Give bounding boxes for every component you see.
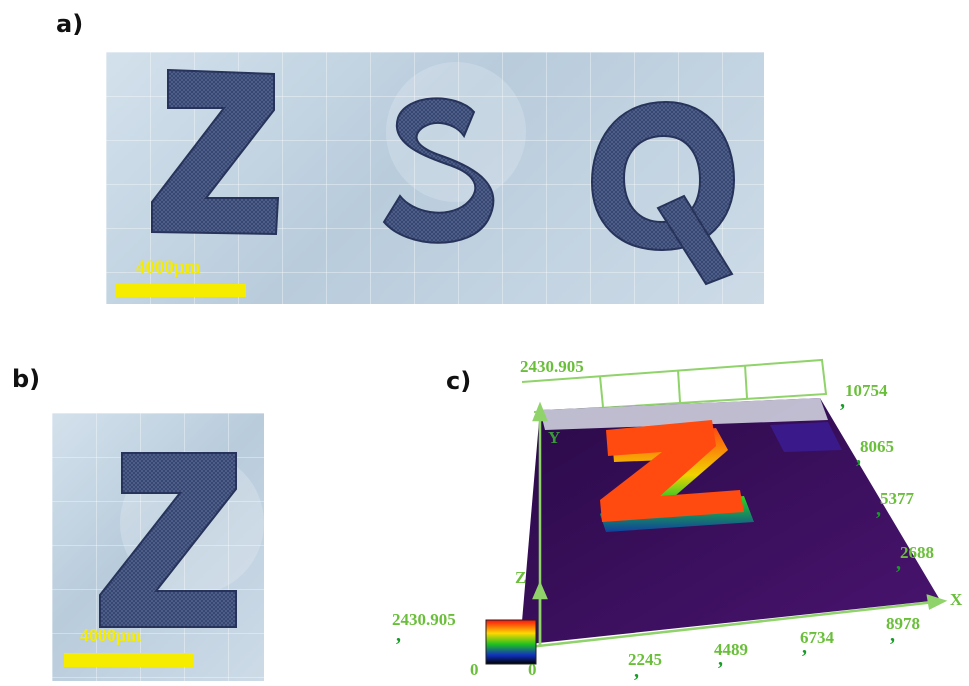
tick-mark: ,	[856, 446, 861, 468]
panel-a-photo: 4000μm	[106, 52, 764, 304]
tick-mark: ,	[876, 498, 881, 520]
y-tick-4: 2688	[900, 543, 934, 562]
panel-a-label: a)	[56, 10, 84, 38]
x-tick-4: 8978	[886, 614, 920, 633]
axes	[519, 401, 948, 650]
x-tick-1: 2245	[628, 650, 662, 669]
letter-z-b	[99, 452, 237, 628]
letter-s	[382, 97, 495, 244]
colorbar-max-label: 2430.905	[392, 610, 456, 629]
scale-bar-label-b: 4000μm	[80, 625, 142, 645]
x-axis-label: X	[950, 590, 963, 609]
letter-z	[151, 68, 280, 236]
z-letter-photo	[99, 451, 264, 628]
letter-q	[590, 100, 736, 286]
y-tick-1: 10754	[845, 381, 888, 400]
scale-bar-label-a: 4000μm	[136, 257, 201, 278]
tick-mark: ,	[396, 624, 401, 646]
z-max-label-top: 2430.905	[520, 357, 584, 376]
panel-c-label: c)	[446, 367, 472, 395]
tick-mark: ,	[896, 552, 901, 574]
colorbar	[485, 619, 537, 665]
y-tick-2: 8065	[860, 437, 894, 456]
y-axis-label: Y	[548, 428, 561, 447]
tick-mark: ,	[718, 648, 723, 670]
scale-bar-b	[64, 653, 194, 667]
raised-z	[600, 420, 754, 532]
panel-b-label: b)	[12, 365, 41, 393]
x-tick-2: 4489	[714, 640, 748, 659]
top-frame	[521, 358, 828, 413]
x-tick-3: 6734	[800, 628, 834, 647]
panel-b-photo: 4000μm	[52, 413, 264, 681]
tick-mark: ,	[890, 624, 895, 646]
tick-mark: ,	[634, 660, 639, 682]
scale-bar-a	[116, 284, 246, 297]
z-axis-label: Z	[515, 568, 527, 587]
y-tick-3: 5377	[880, 489, 914, 508]
tick-mark: ,	[840, 390, 845, 412]
zsq-letters	[151, 62, 736, 286]
tick-mark: ,	[802, 636, 807, 658]
origin-label: 0	[528, 660, 537, 679]
colorbar-min-label: 0	[470, 660, 479, 679]
